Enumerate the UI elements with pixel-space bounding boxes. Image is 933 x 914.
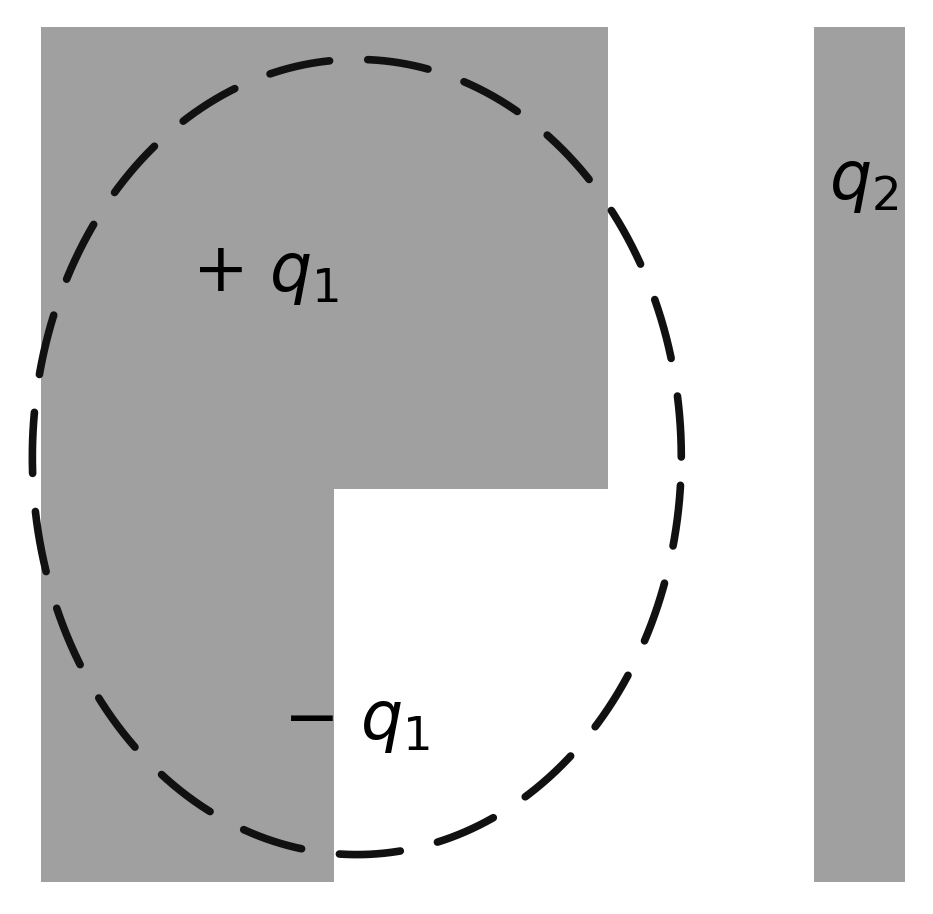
Text: $-\ q_1$: $-\ q_1$ <box>284 689 430 755</box>
Text: $+\ q_1$: $+\ q_1$ <box>192 241 339 307</box>
Bar <box>814 27 905 882</box>
Text: $q_2$: $q_2$ <box>829 150 898 216</box>
Bar <box>41 27 608 882</box>
Bar <box>334 489 608 882</box>
